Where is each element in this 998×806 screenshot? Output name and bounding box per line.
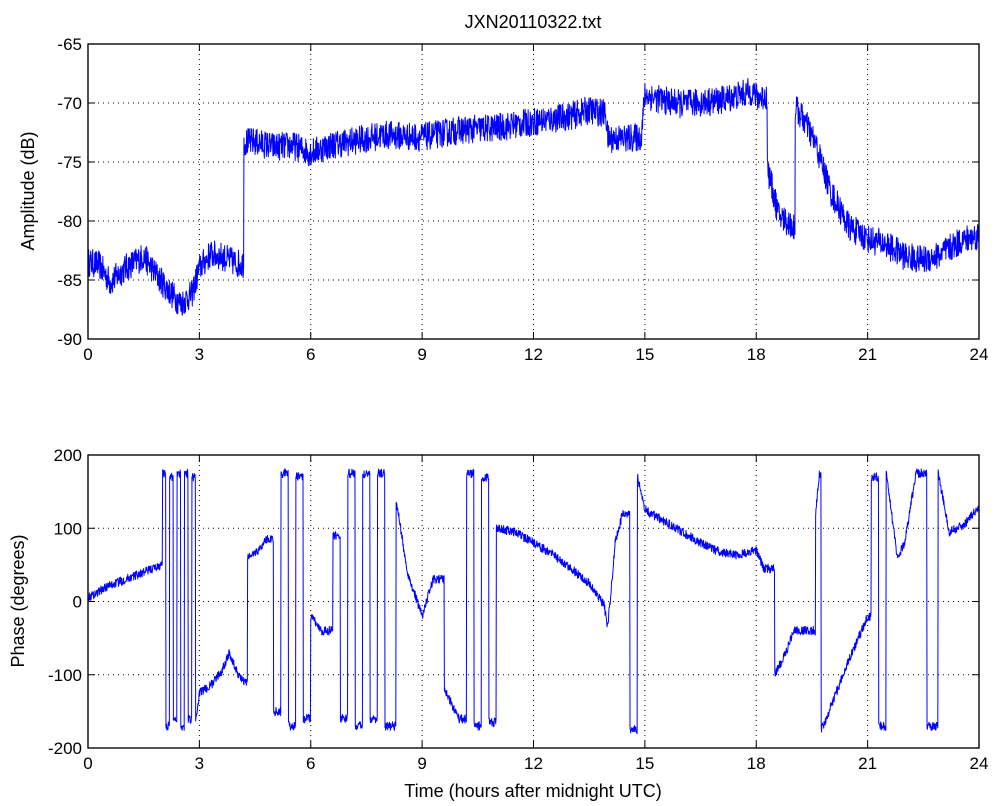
y-tick-label: -65 (57, 35, 82, 54)
y-tick-label: -100 (48, 666, 82, 685)
amplitude-frame (87, 43, 980, 340)
x-tick-label: 6 (306, 754, 315, 773)
amplitude-grid (88, 44, 979, 339)
x-tick-label: 0 (83, 754, 92, 773)
x-tick-label: 15 (635, 345, 654, 364)
phase-y-axis-label: Phase (degrees) (8, 534, 28, 667)
phase-frame (87, 454, 980, 749)
y-tick-label: -200 (48, 739, 82, 758)
chart-title: JXN20110322.txt (465, 12, 602, 32)
y-tick-label: -90 (57, 330, 82, 349)
x-tick-label: 3 (195, 754, 204, 773)
x-tick-label: 21 (858, 345, 877, 364)
x-tick-label: 15 (635, 754, 654, 773)
amplitude-series (87, 77, 980, 316)
y-tick-label: 0 (73, 593, 82, 612)
phase-ticks: 0 3 6 9 12 15 18 21 24 -200 -100 0 100 200 (48, 446, 988, 773)
phase-axes: 0 3 6 9 12 15 18 21 24 -200 -100 0 100 200 Phase (deg… (8, 446, 988, 801)
x-tick-label: 21 (858, 754, 877, 773)
phase-x-axis-label: Time (hours after midnight UTC) (404, 781, 661, 801)
phase-series (87, 468, 980, 735)
y-tick-label: 100 (54, 519, 82, 538)
y-tick-label: -75 (57, 153, 82, 172)
phase-grid (88, 455, 979, 748)
phase-series-line (87, 468, 980, 735)
x-tick-label: 0 (83, 345, 92, 364)
y-tick-label: -70 (57, 94, 82, 113)
x-tick-label: 12 (524, 754, 543, 773)
y-tick-label: 200 (54, 446, 82, 465)
y-tick-label: -85 (57, 271, 82, 290)
x-tick-label: 18 (747, 754, 766, 773)
amplitude-ticks: 0 3 6 9 12 15 18 21 24 -90 -85 -80 -75 -70 -65 (57, 35, 988, 364)
x-tick-label: 24 (970, 754, 989, 773)
x-tick-label: 6 (306, 345, 315, 364)
x-tick-label: 3 (195, 345, 204, 364)
x-tick-label: 12 (524, 345, 543, 364)
amplitude-y-axis-label: Amplitude (dB) (18, 131, 38, 250)
x-tick-label: 24 (970, 345, 989, 364)
x-tick-label: 9 (417, 345, 426, 364)
amplitude-series-line (87, 77, 980, 316)
x-tick-label: 18 (747, 345, 766, 364)
y-tick-label: -80 (57, 212, 82, 231)
amplitude-axes: JXN20110322.txt 0 3 6 9 12 15 18 21 24 -90 -85 -80 -… (18, 12, 988, 364)
x-tick-label: 9 (417, 754, 426, 773)
